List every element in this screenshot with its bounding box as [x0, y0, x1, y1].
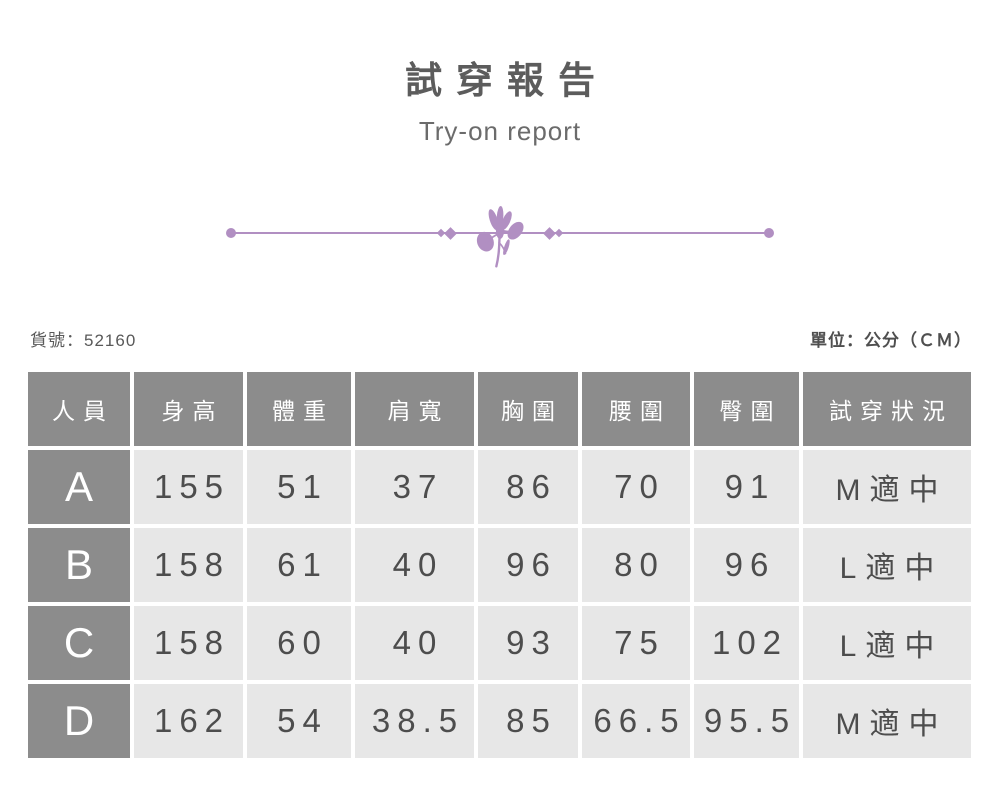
- column-header-5: 腰圍: [582, 372, 690, 446]
- page-title: 試穿報告: [405, 60, 609, 101]
- measurement-cell: 91: [694, 450, 799, 524]
- column-header-3: 肩寬: [355, 372, 474, 446]
- fit-status-cell: M適中: [803, 684, 971, 758]
- measurement-cell: 70: [582, 450, 690, 524]
- column-header-0: 人員: [28, 372, 130, 446]
- measurement-cell: 37: [355, 450, 474, 524]
- measurement-cell: 162: [134, 684, 243, 758]
- measurement-cell: 54: [247, 684, 351, 758]
- measurement-cell: 61: [247, 528, 351, 602]
- measurement-cell: 40: [355, 606, 474, 680]
- measurement-cell: 75: [582, 606, 690, 680]
- divider-end-dot-right: [764, 228, 774, 238]
- try-on-report-page: 試穿報告 Try-on report: [0, 50, 1000, 800]
- decorative-divider: [226, 206, 774, 268]
- column-header-6: 臀圍: [694, 372, 799, 446]
- measurement-cell: 102: [694, 606, 799, 680]
- diamond-ornament-right: [543, 226, 564, 240]
- measurement-cell: 80: [582, 528, 690, 602]
- size-table: 人員 身高 體重 肩寬 胸圍 腰圍 臀圍 試穿狀況 A 155 51 37 86 70 91 M適中 B 158 6…: [28, 372, 975, 758]
- meta-row: 貨號：52160 單位：公分（ＣＭ）: [30, 326, 972, 351]
- measurement-cell: 66.5: [582, 684, 690, 758]
- measurement-cell: 158: [134, 606, 243, 680]
- measurement-cell: 155: [134, 450, 243, 524]
- measurement-cell: 40: [355, 528, 474, 602]
- divider-end-dot-left: [226, 228, 236, 238]
- fit-status-cell: M適中: [803, 450, 971, 524]
- row-label: D: [28, 684, 130, 758]
- diamond-ornament-left: [436, 226, 457, 240]
- page-subtitle: Try-on report: [418, 116, 582, 146]
- measurement-cell: 95.5: [694, 684, 799, 758]
- measurement-cell: 38.5: [355, 684, 474, 758]
- measurement-cell: 60: [247, 606, 351, 680]
- measurement-cell: 96: [694, 528, 799, 602]
- product-number-label: 貨號：52160: [30, 331, 137, 350]
- measurement-cell: 85: [478, 684, 578, 758]
- row-label: A: [28, 450, 130, 524]
- measurement-cell: 51: [247, 450, 351, 524]
- measurement-cell: 158: [134, 528, 243, 602]
- column-header-4: 胸圍: [478, 372, 578, 446]
- row-label: C: [28, 606, 130, 680]
- iris-flower-icon: [476, 206, 524, 268]
- column-header-7: 試穿狀況: [803, 372, 971, 446]
- measurement-cell: 96: [478, 528, 578, 602]
- row-label: B: [28, 528, 130, 602]
- column-header-2: 體重: [247, 372, 351, 446]
- measurement-cell: 93: [478, 606, 578, 680]
- fit-status-cell: L適中: [803, 606, 971, 680]
- measurement-cell: 86: [478, 450, 578, 524]
- column-header-1: 身高: [134, 372, 243, 446]
- fit-status-cell: L適中: [803, 528, 971, 602]
- unit-label: 單位：公分（ＣＭ）: [810, 331, 972, 350]
